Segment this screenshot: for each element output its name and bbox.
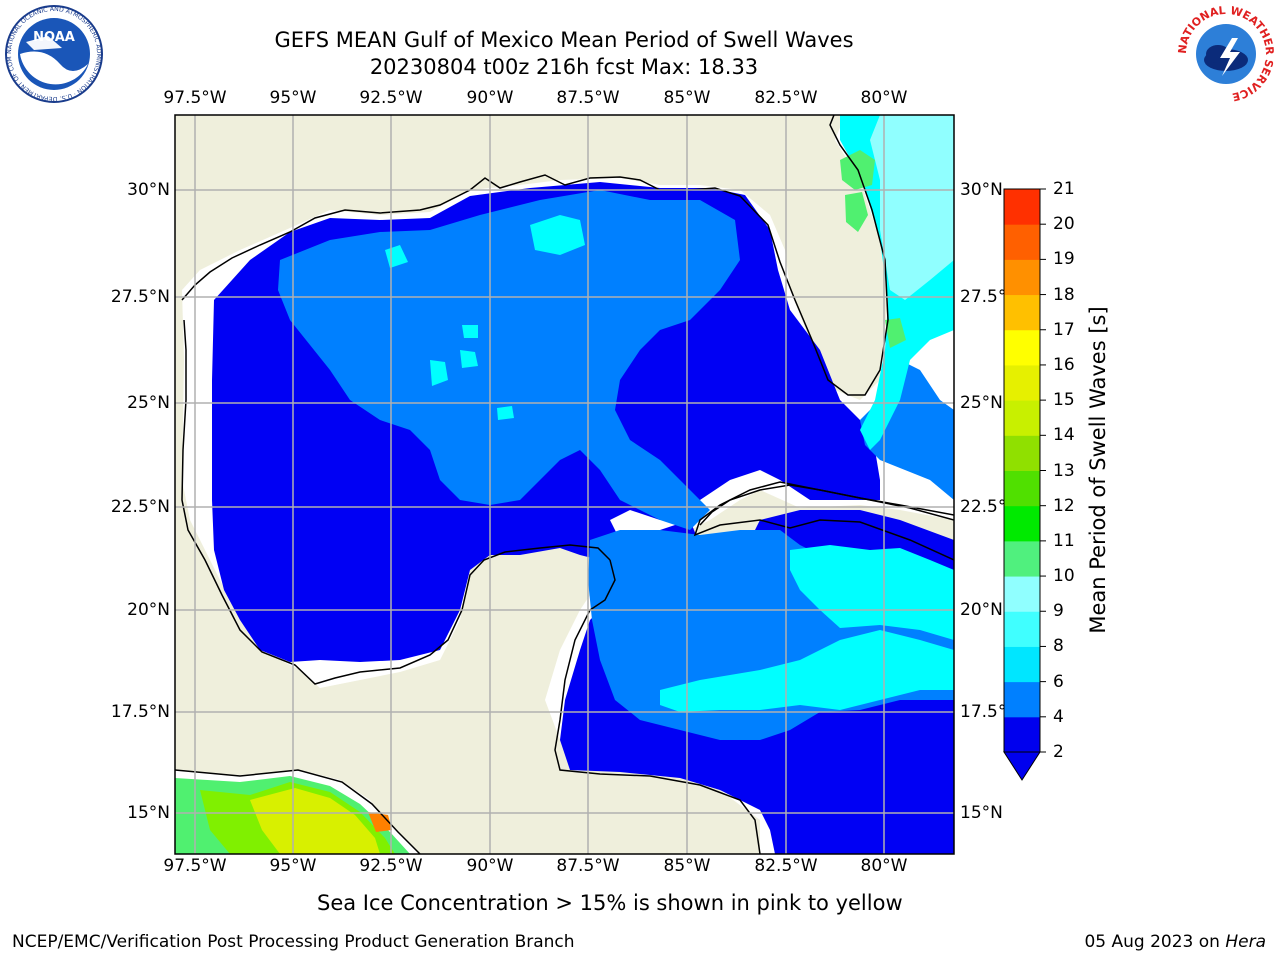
footer-date-text: 05 Aug 2023 on [1084, 932, 1226, 952]
colorbar-tick-label: 17 [1053, 319, 1075, 340]
map-gridlines [175, 115, 954, 854]
period-4-6-region-gulf [278, 190, 740, 530]
latitude-label-right: 25°N [960, 393, 1003, 413]
longitude-label-bottom: 80°W [860, 856, 908, 876]
period-6-8-region-caribbean [660, 630, 954, 712]
cuba-coastline [699, 484, 954, 526]
colorbar-tick-label: 14 [1053, 425, 1075, 446]
colorbar-swatch [1004, 329, 1040, 366]
longitude-label-top: 80°W [860, 88, 908, 108]
sea-ice-note: Sea Ice Concentration > 15% is shown in … [317, 891, 903, 915]
colorbar-tick-label: 21 [1053, 179, 1075, 199]
latitude-label-left: 20°N [127, 600, 170, 620]
colorbar-swatch [1004, 646, 1040, 683]
longitude-label-top: 87.5°W [556, 88, 620, 108]
colorbar-swatch [1004, 435, 1040, 471]
colorbar-tick-label: 12 [1053, 495, 1075, 516]
gulf-coastline [175, 115, 954, 854]
colorbar-swatch [1004, 716, 1040, 753]
longitude-label-top: 92.5°W [359, 88, 423, 108]
noaa-logo-text: NOAA [33, 30, 75, 45]
chart-title: GEFS MEAN Gulf of Mexico Mean Period of … [274, 28, 854, 52]
latitude-label-right: 20°N [960, 600, 1003, 620]
colorbar-tick-label: 13 [1053, 460, 1075, 481]
colorbar-swatch [1004, 224, 1040, 260]
colorbar-tick-label: 19 [1053, 249, 1075, 270]
latitude-label-left: 30°N [127, 180, 170, 200]
noaa-logo: NATIONAL OCEANIC AND ATMOSPHERIC ADMINIS… [4, 4, 103, 103]
period-9-10-region [840, 150, 906, 348]
longitude-label-top: 82.5°W [754, 88, 818, 108]
period-17-plus-region-pacific [368, 812, 392, 832]
colorbar-swatch [1004, 540, 1040, 577]
longitude-label-bottom: 85°W [663, 856, 711, 876]
colorbar-tick-label: 11 [1053, 530, 1075, 551]
colorbar-tick-label: 6 [1053, 671, 1064, 692]
chart-subtitle-forecast: 20230804 t00z 216h fcst Max: 18.33 [369, 55, 759, 79]
colorbar-tick-label: 2 [1053, 742, 1064, 762]
latitude-label-right: 15°N [960, 803, 1003, 823]
longitude-label-bottom: 87.5°W [556, 856, 620, 876]
latitude-label-left: 22.5°N [110, 497, 170, 517]
latitude-label-left: 27.5°N [110, 287, 170, 307]
colorbar-swatch [1004, 576, 1040, 612]
period-6-8-region-gulf-spots [385, 215, 585, 420]
map-frame [174, 114, 955, 855]
period-13-16-region-pacific [250, 788, 380, 854]
footer-date: 05 Aug 2023 on Hera [1084, 932, 1266, 952]
colorbar-tick-label: 20 [1053, 214, 1075, 235]
longitude-label-bottom: 90°W [466, 856, 514, 876]
colorbar-title: Mean Period of Swell Waves [s] [1086, 306, 1110, 634]
colorbar-tick-label: 8 [1053, 636, 1064, 657]
longitude-label-bottom: 95°W [269, 856, 317, 876]
colorbar [1003, 188, 1046, 781]
longitude-label-bottom: 82.5°W [754, 856, 818, 876]
colorbar-swatch [1004, 400, 1040, 436]
longitude-label-top: 97.5°W [163, 88, 227, 108]
latitude-label-left: 15°N [127, 803, 170, 823]
footer-host: Hera [1225, 932, 1266, 952]
longitude-label-top: 85°W [663, 88, 711, 108]
longitude-label-top: 95°W [269, 88, 317, 108]
footer-branch: NCEP/EMC/Verification Post Processing Pr… [12, 932, 575, 952]
nws-logo: NATIONAL WEATHER SERVICE [1176, 4, 1276, 103]
period-8-9-region [870, 115, 954, 300]
colorbar-swatch [1004, 189, 1040, 225]
colorbar-swatch [1004, 505, 1040, 542]
longitude-label-top: 90°W [466, 88, 514, 108]
longitude-label-bottom: 97.5°W [163, 856, 227, 876]
colorbar-tick-label: 9 [1053, 601, 1064, 622]
colorbar-swatch [1004, 681, 1040, 718]
colorbar-tick-label: 15 [1053, 390, 1075, 411]
latitude-label-left: 25°N [127, 393, 170, 413]
longitude-label-bottom: 92.5°W [359, 856, 423, 876]
colorbar-tick-label: 16 [1053, 354, 1075, 375]
colorbar-swatch [1004, 259, 1040, 296]
latitude-label-left: 17.5°N [110, 702, 170, 722]
colorbar-extend-arrow [1003, 751, 1041, 781]
colorbar-tick-label: 10 [1053, 566, 1075, 587]
colorbar-tick-label: 18 [1053, 284, 1075, 305]
colorbar-swatch [1004, 611, 1040, 647]
latitude-label-right: 30°N [960, 180, 1003, 200]
period-6-8-region-caribbean-north [790, 545, 954, 640]
colorbar-swatch [1004, 470, 1040, 507]
colorbar-swatch [1004, 294, 1040, 331]
colorbar-swatch [1004, 364, 1040, 401]
colorbar-tick-label: 4 [1053, 706, 1064, 727]
